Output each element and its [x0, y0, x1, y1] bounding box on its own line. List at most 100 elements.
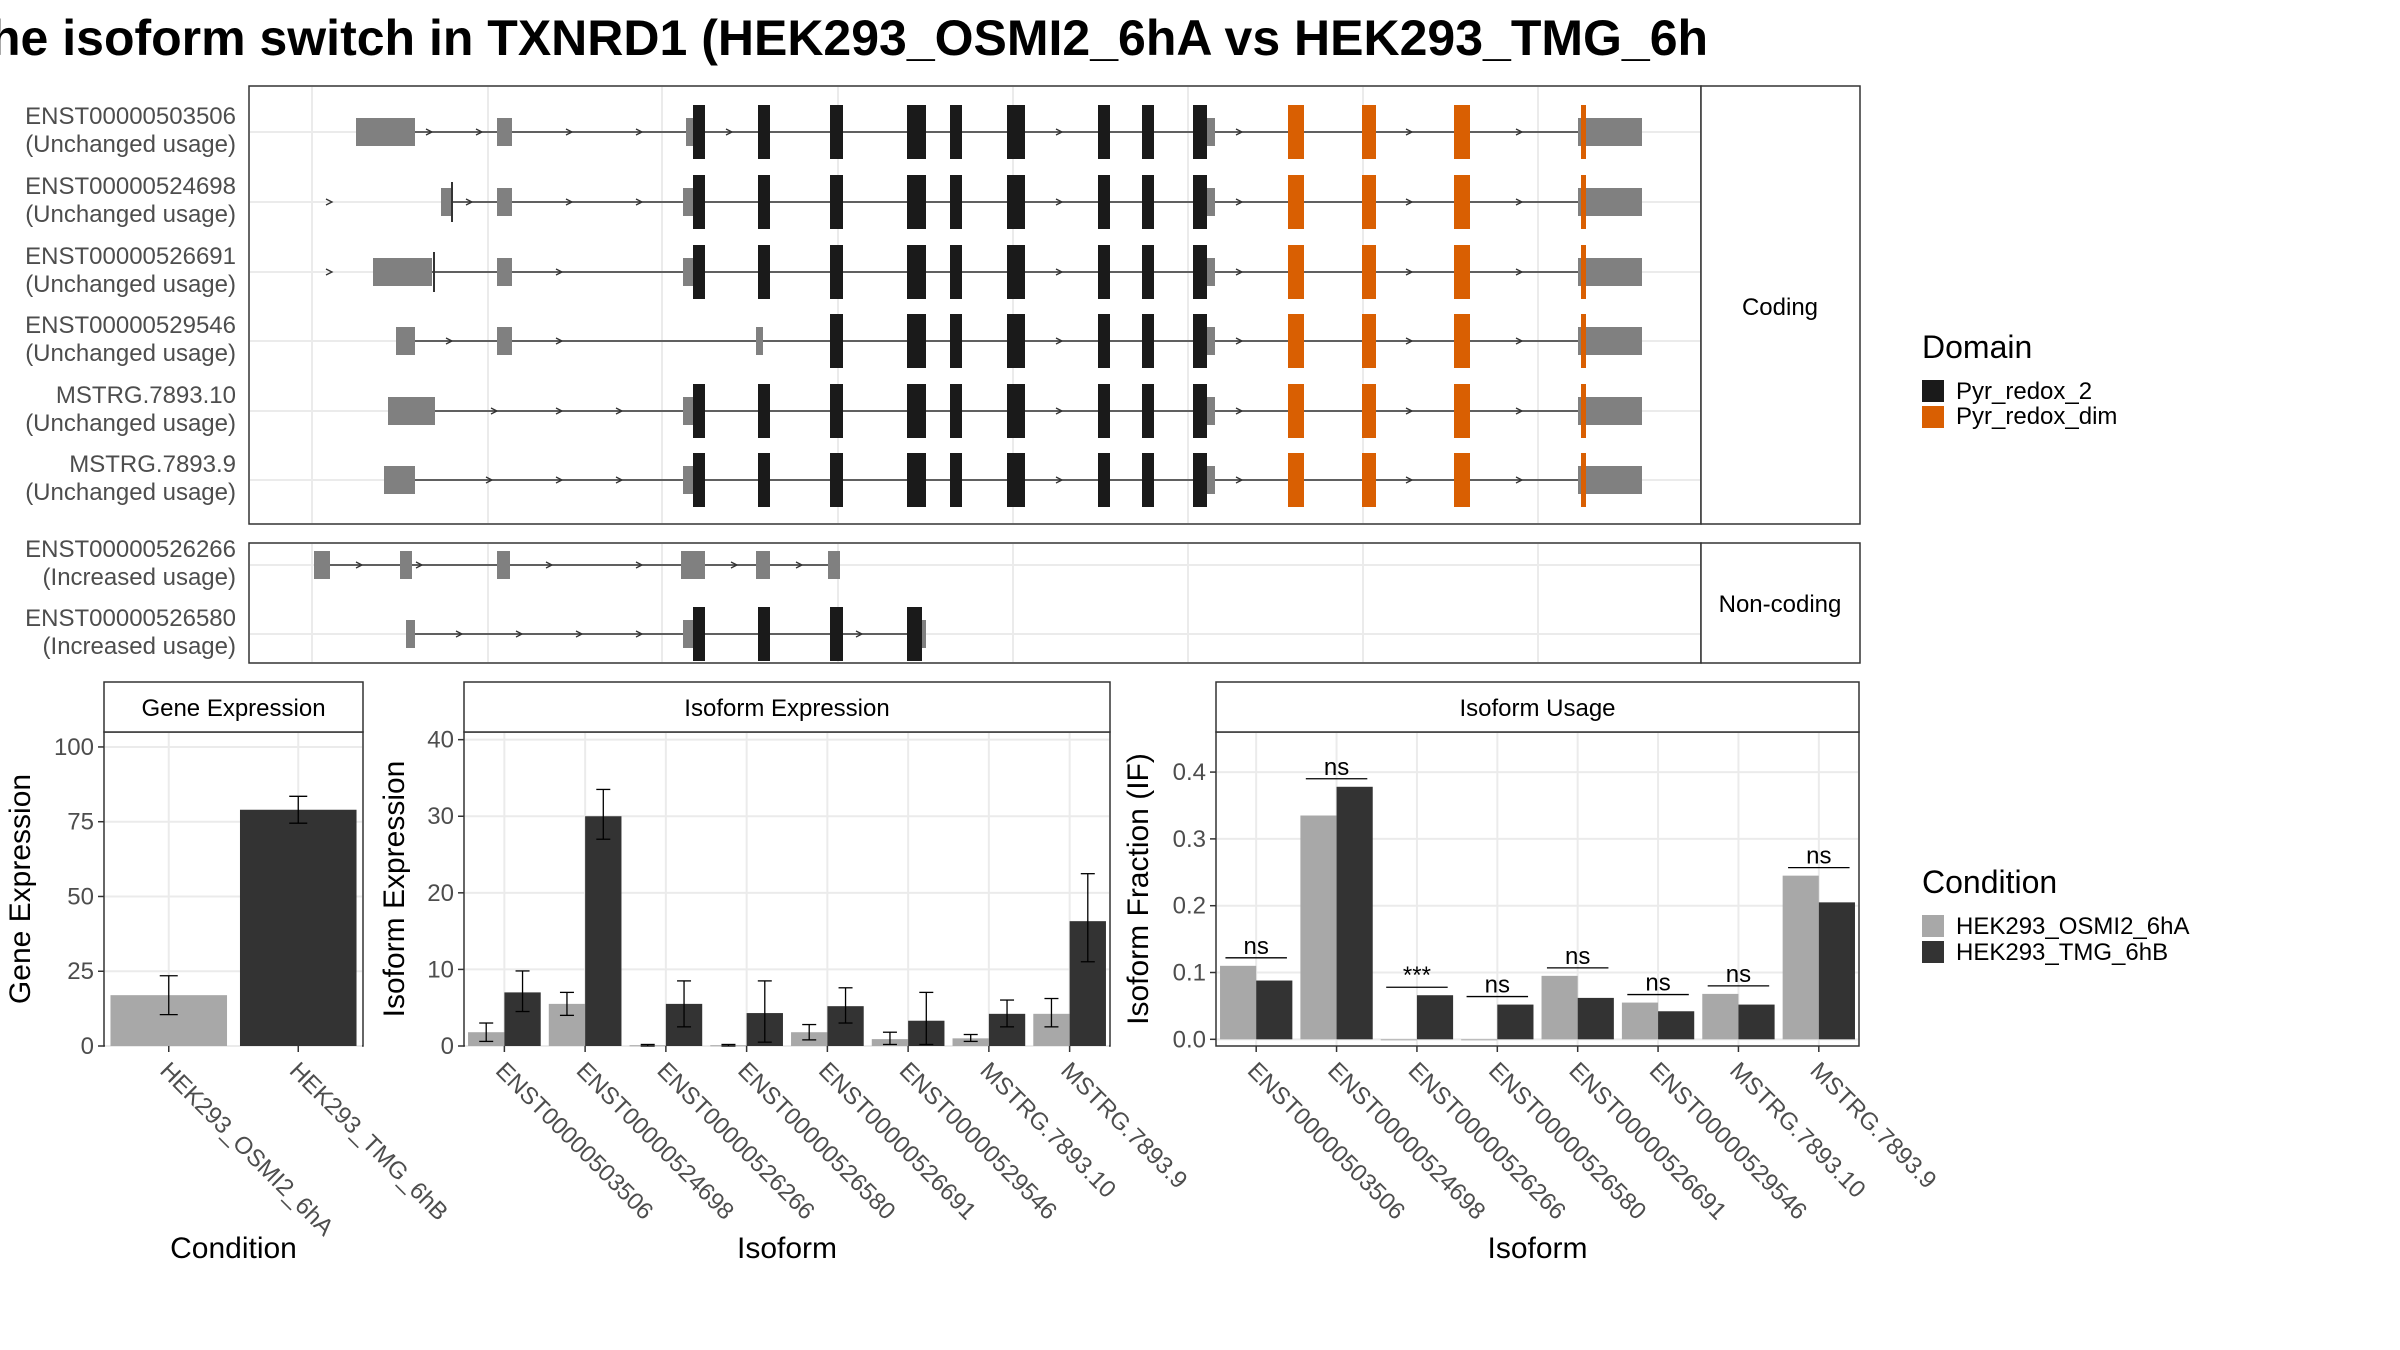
cds-exon	[950, 245, 962, 299]
cds-exon	[907, 607, 922, 661]
significance-label: ns	[1565, 943, 1590, 970]
transcript-usage-label: (Unchanged usage)	[25, 131, 236, 158]
cds-exon	[830, 384, 843, 438]
y-axis-title: Isoform Fraction (IF)	[1122, 753, 1155, 1025]
strand-arrow	[1515, 476, 1524, 484]
x-tick-label: ENST00000526691	[1563, 1057, 1731, 1225]
transcript-track-MSTRG.7893.9	[384, 453, 1642, 507]
significance-label: ns	[1244, 933, 1269, 960]
utr-exon	[1207, 118, 1215, 146]
transcript-track-MSTRG.7893.10	[388, 384, 1642, 438]
strand-arrow	[555, 476, 564, 484]
strand-arrow	[355, 561, 364, 569]
strand-arrow	[445, 337, 454, 345]
x-tick-label: MSTRG.7893.10	[975, 1057, 1121, 1203]
utr-exon	[683, 258, 693, 286]
coding-panel	[248, 85, 1702, 525]
strand-arrow	[555, 407, 564, 415]
transcript-track-ENST00000526580	[406, 607, 926, 661]
domain-exon	[1288, 453, 1304, 507]
bar-ENST00000503506-tmg	[1256, 980, 1293, 1040]
cds-exon	[1193, 105, 1207, 159]
bar-ENST00000526580-tmg	[1497, 1004, 1534, 1040]
strand-arrow	[1515, 128, 1524, 136]
y-tick-label: 25	[67, 958, 94, 985]
cds-exon	[950, 384, 962, 438]
strand-arrow	[615, 476, 624, 484]
bar-MSTRG.7893.10-osmi2	[1702, 993, 1739, 1040]
cds-exon	[1193, 384, 1207, 438]
cds-exon	[950, 314, 962, 368]
domain-exon	[1454, 453, 1470, 507]
strand-arrow	[515, 630, 524, 638]
strand-arrow	[1235, 476, 1244, 484]
legend-label-osmi2: HEK293_OSMI2_6hA	[1956, 913, 2189, 940]
strand-arrow	[1235, 128, 1244, 136]
cds-exon	[693, 607, 705, 661]
utr-exon	[406, 620, 415, 648]
transcript-track-ENST00000526691	[325, 245, 1642, 299]
domain-exon	[1362, 175, 1376, 229]
cds-exon	[1098, 175, 1110, 229]
significance-label: ***	[1403, 962, 1431, 989]
utr-exon	[1207, 258, 1215, 286]
transcript-usage-label: (Unchanged usage)	[25, 410, 236, 437]
cds-exon	[830, 607, 843, 661]
strand-arrow	[555, 268, 564, 276]
transcript-structure-panel: Coding Non-coding ENST00000503506(Unchan…	[25, 85, 1861, 664]
transcript-id-label: MSTRG.7893.9	[69, 451, 236, 478]
plot-panel	[463, 731, 1111, 1047]
strand-arrow	[575, 630, 584, 638]
bar-ENST00000526266-tmg	[1416, 995, 1454, 1040]
utr-exon	[756, 551, 770, 579]
strand-arrow	[425, 128, 434, 136]
cds-exon	[1007, 314, 1025, 368]
x-tick-label: ENST00000503506	[490, 1057, 658, 1225]
cds-exon	[1007, 175, 1025, 229]
cds-exon	[950, 175, 962, 229]
noncoding-strip	[1700, 542, 1861, 664]
domain-exon	[1454, 245, 1470, 299]
cds-exon	[758, 453, 770, 507]
x-tick-label: ENST00000524698	[571, 1057, 739, 1225]
cds-exon	[1193, 175, 1207, 229]
domain-exon	[1454, 105, 1470, 159]
cds-exon	[1142, 314, 1154, 368]
y-tick-label: 0	[441, 1033, 454, 1060]
domain-exon	[1454, 384, 1470, 438]
strand-arrow	[635, 128, 644, 136]
bar-ENST00000524698-tmg	[585, 816, 622, 1046]
utr-exon	[1207, 327, 1215, 355]
cds-exon	[907, 384, 926, 438]
y-tick-label: 100	[54, 734, 94, 761]
utr-exon	[756, 327, 763, 355]
x-tick-label: ENST00000503506	[1242, 1057, 1410, 1225]
bar-ENST00000526691-tmg	[1577, 997, 1614, 1040]
cds-exon	[907, 105, 926, 159]
x-tick-label: MSTRG.7893.10	[1724, 1057, 1870, 1203]
strand-arrow	[1055, 128, 1064, 136]
strand-arrow	[1515, 198, 1524, 206]
x-tick-label: ENST00000526580	[1483, 1057, 1651, 1225]
y-tick-label: 0.3	[1173, 826, 1206, 853]
strand-arrow	[1055, 407, 1064, 415]
bar-MSTRG.7893.10-tmg	[1738, 1004, 1775, 1040]
y-axis-title: Gene Expression	[4, 774, 37, 1004]
strand-arrow	[485, 476, 494, 484]
strand-arrow	[1235, 198, 1244, 206]
cds-exon	[950, 105, 962, 159]
cds-exon	[830, 105, 843, 159]
strand-arrow	[635, 198, 644, 206]
utr-exon	[396, 327, 415, 355]
domain-exon	[1581, 105, 1586, 159]
utr-exon	[683, 620, 693, 648]
utr-exon	[1586, 258, 1642, 286]
panel-strip-title: Gene Expression	[141, 695, 325, 722]
strand-arrow	[1515, 407, 1524, 415]
transcript-track-ENST00000529546	[396, 314, 1642, 368]
significance-label: ns	[1324, 754, 1349, 781]
transcript-track-ENST00000524698	[325, 175, 1642, 229]
panel-strip	[103, 681, 364, 733]
noncoding-panel	[248, 542, 1702, 664]
bar-MSTRG.7893.10-osmi2	[952, 1038, 989, 1046]
